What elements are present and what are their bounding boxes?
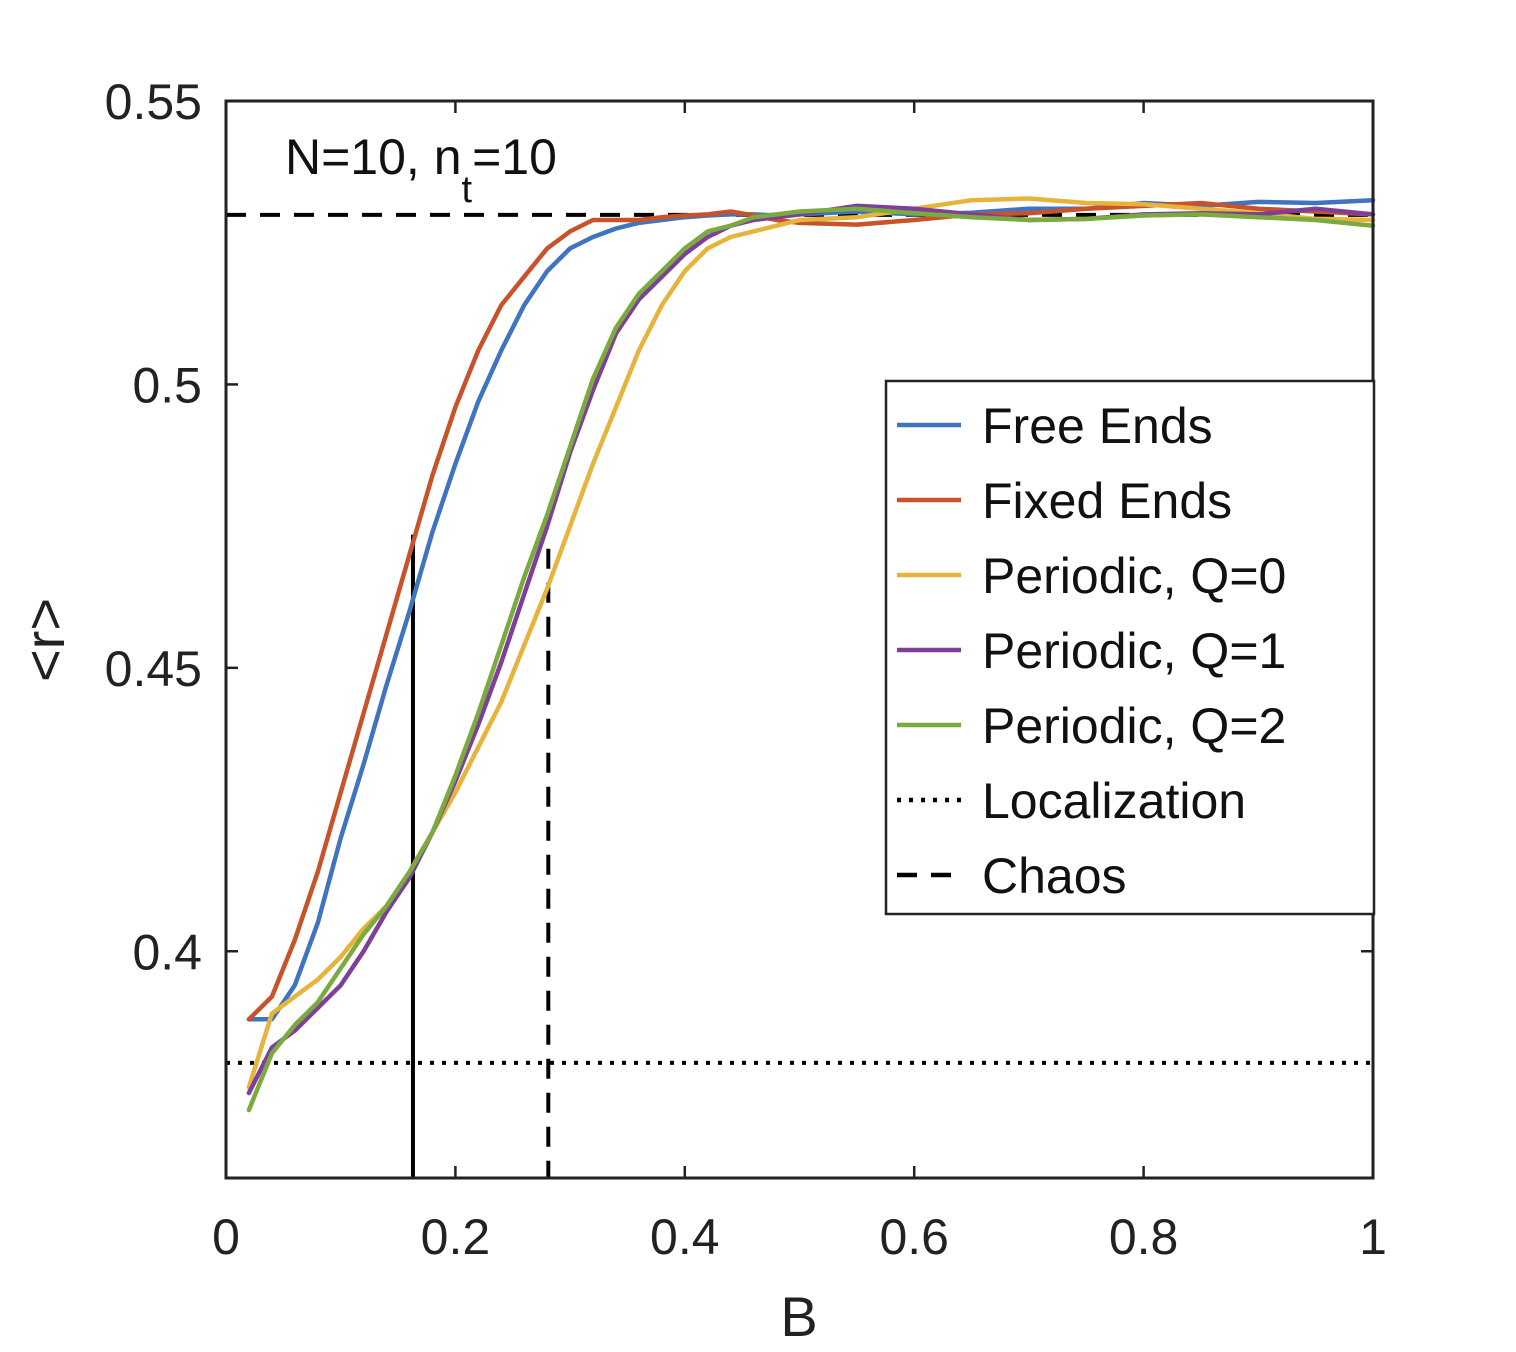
annotation: N=10, nt=10 — [285, 129, 557, 211]
annotation-main: N=10, n — [285, 129, 462, 185]
y-tick-label: 0.5 — [132, 357, 202, 413]
x-tick-label: 0.2 — [421, 1209, 491, 1265]
ticks-layer: 0 0.2 0.4 0.6 0.8 1 0.4 0.45 0.5 0.55 — [105, 74, 1387, 1265]
y-tick-label: 0.55 — [105, 74, 202, 130]
legend-entries: Free Ends Fixed Ends Periodic, Q=0 Periodic… — [897, 398, 1286, 904]
legend-box — [884, 379, 1376, 916]
x-tick-label: 1 — [1359, 1209, 1387, 1265]
y-tick-label: 0.4 — [132, 924, 202, 980]
annotation-tail: =10 — [472, 129, 557, 185]
x-axis-label: B — [780, 1285, 817, 1348]
legend-label-periodic-q-2: Periodic, Q=2 — [982, 698, 1286, 754]
x-tick-label: 0.8 — [1109, 1209, 1179, 1265]
legend-label-periodic-q-0: Periodic, Q=0 — [982, 548, 1286, 604]
legend: Free Ends Fixed Ends Periodic, Q=0 Periodic… — [884, 379, 1376, 916]
legend-label-free-ends: Free Ends — [982, 398, 1213, 454]
y-axis-label: <r> — [13, 598, 76, 682]
x-tick-label: 0.6 — [879, 1209, 949, 1265]
x-tick-label: 0 — [212, 1209, 240, 1265]
legend-label-periodic-q-1: Periodic, Q=1 — [982, 623, 1286, 679]
series-line-free-ends — [246, 197, 1376, 1022]
y-tick-label: 0.45 — [105, 641, 202, 697]
annotation-subscript: t — [462, 169, 473, 211]
legend-label-fixed-ends: Fixed Ends — [982, 473, 1232, 529]
series-line-fixed-ends — [246, 200, 1376, 1022]
x-tick-label: 0.4 — [650, 1209, 720, 1265]
data-layer — [226, 196, 1376, 1178]
series-line-periodic-q-2 — [246, 206, 1376, 1113]
legend-label-chaos: Chaos — [982, 848, 1127, 904]
legend-label-localization: Localization — [982, 773, 1246, 829]
